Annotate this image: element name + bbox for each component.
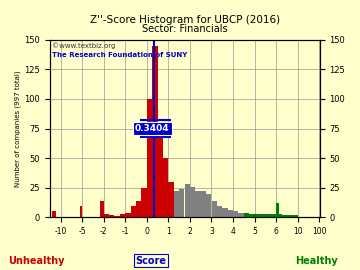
Bar bbox=[147, 99, 152, 217]
Bar bbox=[271, 214, 276, 217]
Bar bbox=[244, 213, 249, 217]
Bar bbox=[168, 182, 174, 217]
Bar bbox=[179, 189, 184, 217]
Bar bbox=[260, 214, 265, 217]
Bar bbox=[228, 210, 233, 217]
Text: 0.3404: 0.3404 bbox=[135, 124, 170, 133]
Bar bbox=[265, 214, 271, 217]
Bar bbox=[190, 187, 195, 217]
Bar bbox=[109, 215, 114, 217]
Title: Z''-Score Histogram for UBCP (2016): Z''-Score Histogram for UBCP (2016) bbox=[90, 15, 280, 25]
Bar bbox=[185, 184, 190, 217]
Bar bbox=[114, 216, 120, 217]
Text: Healthy: Healthy bbox=[296, 256, 338, 266]
Bar bbox=[52, 211, 56, 217]
Text: ©www.textbiz.org: ©www.textbiz.org bbox=[52, 42, 115, 49]
Bar bbox=[206, 194, 211, 217]
Bar bbox=[295, 215, 298, 217]
Bar bbox=[238, 213, 244, 217]
Bar bbox=[212, 201, 217, 217]
Bar bbox=[276, 203, 279, 217]
Bar bbox=[141, 188, 147, 217]
Bar bbox=[255, 214, 260, 217]
Bar bbox=[152, 46, 158, 217]
Bar bbox=[104, 214, 109, 217]
Text: The Research Foundation of SUNY: The Research Foundation of SUNY bbox=[52, 52, 187, 58]
Bar bbox=[136, 201, 141, 217]
Bar bbox=[284, 215, 287, 217]
Bar bbox=[222, 208, 228, 217]
Bar bbox=[80, 205, 82, 217]
Bar bbox=[201, 191, 206, 217]
Bar bbox=[290, 215, 292, 217]
Text: Unhealthy: Unhealthy bbox=[8, 256, 64, 266]
Text: Sector: Financials: Sector: Financials bbox=[142, 24, 228, 34]
Bar bbox=[292, 215, 295, 217]
Bar bbox=[279, 214, 282, 217]
Bar bbox=[233, 211, 238, 217]
Bar bbox=[249, 214, 255, 217]
Bar bbox=[120, 214, 125, 217]
Bar bbox=[163, 158, 168, 217]
Bar bbox=[217, 205, 222, 217]
Bar bbox=[174, 191, 179, 217]
Bar bbox=[195, 191, 201, 217]
Bar bbox=[125, 213, 131, 217]
Bar bbox=[100, 201, 104, 217]
Bar bbox=[158, 123, 163, 217]
Text: Score: Score bbox=[136, 256, 167, 266]
Y-axis label: Number of companies (997 total): Number of companies (997 total) bbox=[15, 70, 22, 187]
Bar bbox=[282, 215, 284, 217]
Bar bbox=[287, 215, 289, 217]
Bar bbox=[131, 205, 136, 217]
